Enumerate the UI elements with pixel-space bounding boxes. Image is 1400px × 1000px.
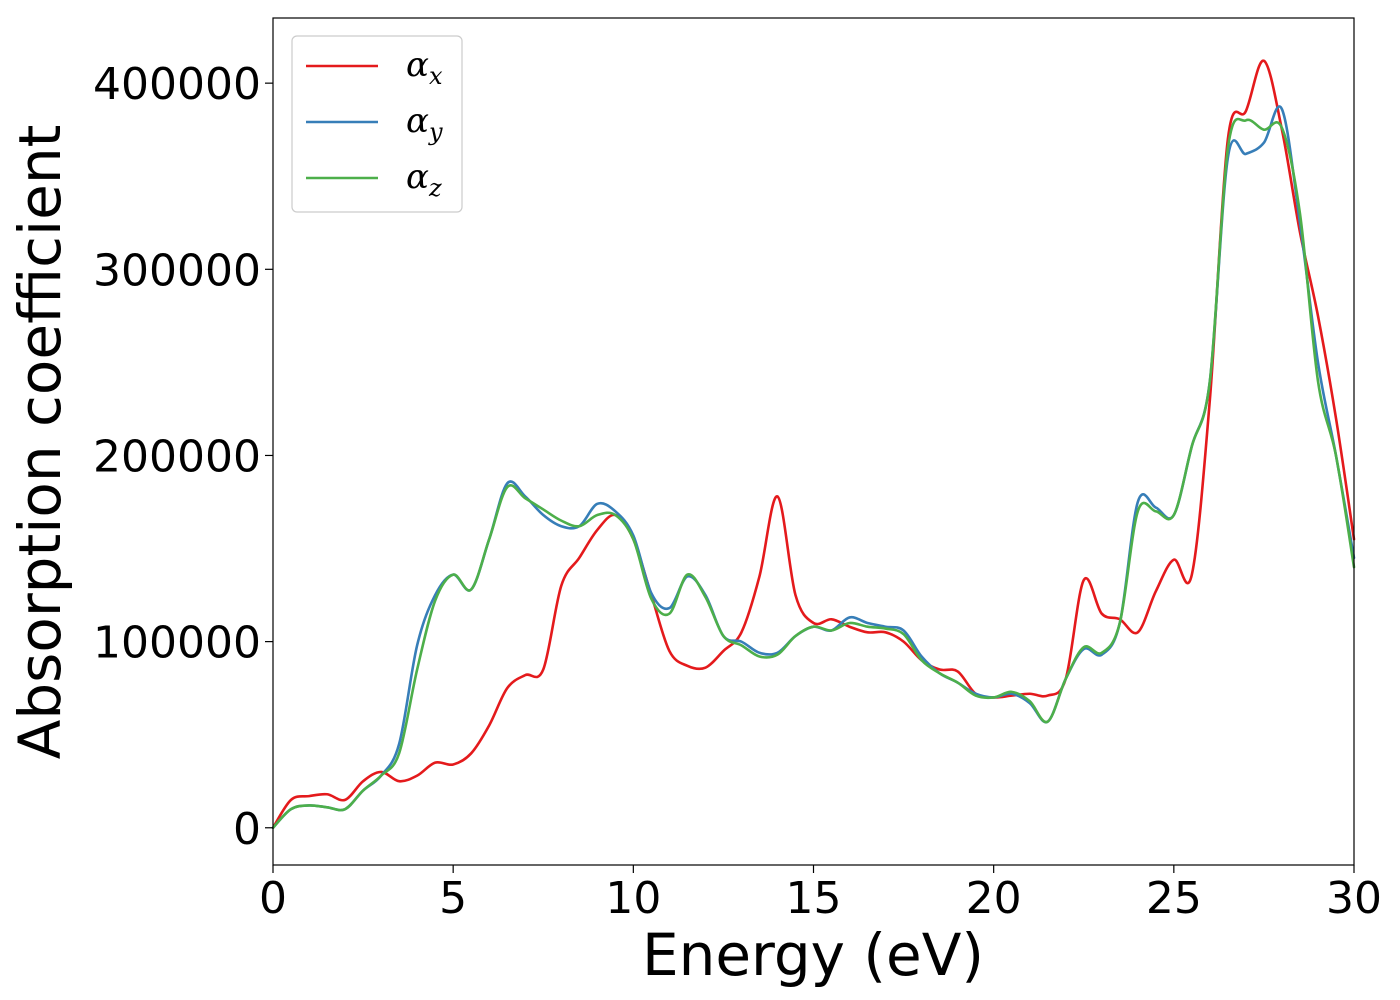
series-line-x <box>271 59 1356 830</box>
y-tick-label: 400000 <box>93 59 261 110</box>
y-tick-label: 300000 <box>93 245 261 296</box>
x-tick-label: 5 <box>439 873 467 924</box>
legend-box <box>291 35 463 213</box>
y-tick-label: 100000 <box>93 618 261 669</box>
x-axis-title: Energy (eV) <box>642 921 984 989</box>
legend: αx αy αz <box>291 35 463 213</box>
legend-label-y: αy <box>406 101 443 146</box>
series-line-z <box>271 117 1356 830</box>
x-axis-ticks: 0 5 10 15 20 25 30 <box>259 865 1382 924</box>
x-tick-label: 15 <box>786 873 842 924</box>
x-tick-label: 10 <box>605 873 661 924</box>
y-tick-label: 0 <box>233 804 261 855</box>
x-tick-label: 0 <box>259 873 287 924</box>
legend-label-x: αx <box>406 45 443 90</box>
legend-label-z: αz <box>406 157 442 202</box>
series-layer <box>271 59 1356 830</box>
x-tick-label: 25 <box>1146 873 1202 924</box>
x-tick-label: 30 <box>1326 873 1382 924</box>
y-axis-title: Absorption coefficient <box>6 125 74 760</box>
y-axis-ticks: 0 100000 200000 300000 400000 <box>93 59 273 855</box>
y-tick-label: 200000 <box>93 431 261 482</box>
x-tick-label: 20 <box>966 873 1022 924</box>
